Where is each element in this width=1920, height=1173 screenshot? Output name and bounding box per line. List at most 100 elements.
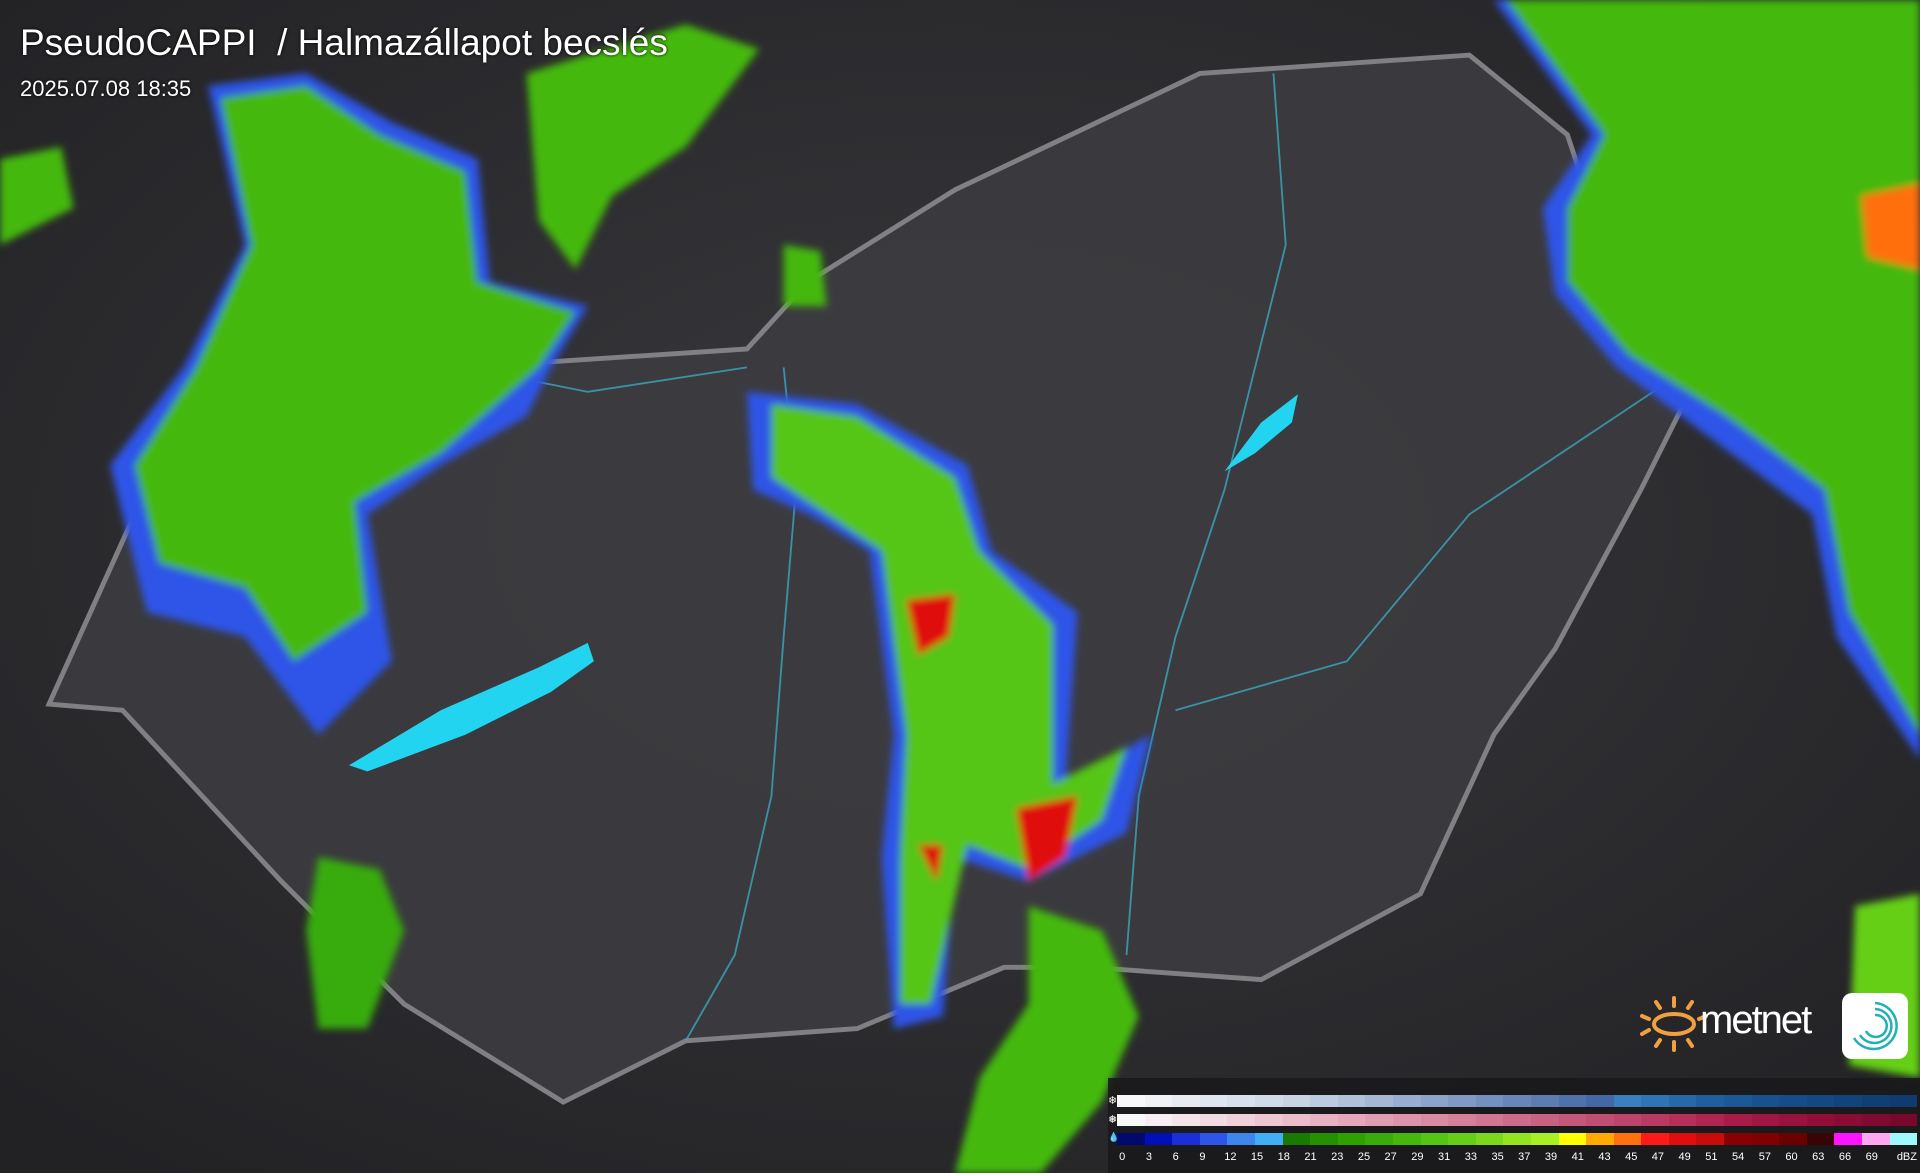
legend-unit: dBZ: [1896, 1151, 1917, 1163]
legend-tick-label: 41: [1571, 1151, 1584, 1163]
legend-swatch: [1172, 1095, 1200, 1107]
legend-tick-label: 25: [1357, 1151, 1371, 1163]
legend-mixed-scale: [1117, 1114, 1918, 1126]
legend-swatch: [1806, 1133, 1835, 1145]
legend-swatch: [1310, 1133, 1338, 1145]
legend-swatch: [1337, 1095, 1366, 1107]
legend-tick-label: 6: [1172, 1151, 1179, 1163]
app-spiral-logo-icon: [1842, 993, 1908, 1059]
legend-swatch: [1337, 1114, 1366, 1126]
legend-swatch: [1199, 1114, 1228, 1126]
legend-swatch: [1420, 1095, 1449, 1107]
legend-swatch: [1117, 1133, 1145, 1145]
legend-swatch: [1392, 1114, 1421, 1126]
legend-swatch: [1641, 1133, 1669, 1145]
legend-swatch: [1641, 1114, 1669, 1126]
legend-swatch: [1613, 1095, 1642, 1107]
legend-swatch: [1310, 1095, 1338, 1107]
legend-swatch: [1779, 1095, 1807, 1107]
map-timestamp: 2025.07.08 18:35: [20, 76, 192, 101]
legend-tick-label: 63: [1812, 1151, 1825, 1163]
legend-tick-label: 33: [1464, 1151, 1477, 1163]
legend-swatch: [1199, 1095, 1228, 1107]
legend-swatch: [1834, 1114, 1863, 1126]
legend-swatch: [1365, 1133, 1393, 1145]
legend-swatch: [1503, 1133, 1531, 1145]
legend-swatch: [1889, 1095, 1918, 1107]
legend-swatch: [1448, 1114, 1476, 1126]
legend-swatch: [1862, 1095, 1890, 1107]
legend-swatch: [1724, 1095, 1752, 1107]
legend-tick-label: 0: [1119, 1151, 1126, 1163]
legend-tick-label: 31: [1438, 1151, 1451, 1163]
legend-swatch: [1834, 1095, 1863, 1107]
legend-swatch: [1862, 1133, 1890, 1145]
legend-swatch: [1420, 1114, 1449, 1126]
legend-tick-label: 66: [1838, 1151, 1852, 1163]
legend-swatch: [1613, 1133, 1642, 1145]
legend-swatch: [1254, 1095, 1283, 1107]
legend-swatch: [1503, 1114, 1531, 1126]
legend-swatch: [1392, 1095, 1421, 1107]
legend-tick-label: 23: [1331, 1151, 1344, 1163]
legend-swatch: [1144, 1095, 1173, 1107]
legend-swatch: [1117, 1095, 1145, 1107]
legend-swatch: [1172, 1133, 1200, 1145]
legend-tick-label: 39: [1544, 1151, 1558, 1163]
legend-swatch: [1724, 1133, 1752, 1145]
legend-swatch: [1530, 1133, 1559, 1145]
legend-swatch: [1889, 1133, 1918, 1145]
legend-swatch: [1641, 1095, 1669, 1107]
legend-swatch: [1586, 1095, 1614, 1107]
legend-swatch: [1558, 1114, 1587, 1126]
metnet-logo-text: metnet: [1700, 998, 1812, 1042]
legend-tick-label: 3: [1145, 1151, 1153, 1163]
legend-tick-label: 29: [1411, 1151, 1424, 1163]
legend-tick-label: 51: [1705, 1151, 1718, 1163]
legend-swatch: [1420, 1133, 1449, 1145]
legend-swatch: [1199, 1133, 1228, 1145]
legend-swatch: [1613, 1114, 1642, 1126]
legend-swatch: [1586, 1133, 1614, 1145]
legend-tick-label: 9: [1199, 1151, 1206, 1163]
legend-swatch: [1117, 1114, 1145, 1126]
legend-tick-label: 18: [1277, 1151, 1290, 1163]
legend-swatch: [1448, 1133, 1476, 1145]
legend-swatch: [1144, 1133, 1173, 1145]
lake-tisza: [1224, 394, 1298, 472]
legend-tick-label: 57: [1758, 1151, 1771, 1163]
sleet-icon: ❅: [1108, 1114, 1118, 1126]
legend-swatch: [1530, 1114, 1559, 1126]
legend-tick-label: 49: [1678, 1151, 1691, 1163]
legend-rain-scale: [1117, 1133, 1918, 1145]
legend-swatch: [1696, 1133, 1725, 1145]
legend-swatch: [1751, 1133, 1780, 1145]
legend-swatch: [1227, 1133, 1255, 1145]
legend-swatch: [1586, 1114, 1614, 1126]
legend-tick-label: 12: [1224, 1151, 1237, 1163]
legend-swatch: [1668, 1114, 1697, 1126]
legend-swatch: [1365, 1095, 1393, 1107]
legend-swatch: [1282, 1095, 1311, 1107]
legend-swatch: [1696, 1114, 1725, 1126]
legend-tick-label: 54: [1731, 1151, 1745, 1163]
legend-swatch: [1751, 1095, 1780, 1107]
legend-swatch: [1392, 1133, 1421, 1145]
legend-swatch: [1282, 1133, 1311, 1145]
dbz-legend: ❄ ❅ 💧 0 3 6 9 12 15 18 21 23 25 27 29 31 33 35 37 39 41 43…: [1108, 1078, 1920, 1173]
legend-swatch: [1503, 1095, 1531, 1107]
legend-swatch: [1724, 1114, 1752, 1126]
legend-swatch: [1530, 1095, 1559, 1107]
legend-swatch: [1475, 1133, 1504, 1145]
legend-swatch: [1227, 1114, 1255, 1126]
legend-swatch: [1337, 1133, 1366, 1145]
legend-swatch: [1282, 1114, 1311, 1126]
legend-swatch: [1172, 1114, 1200, 1126]
legend-tick-label: 69: [1865, 1151, 1878, 1163]
legend-swatch: [1862, 1114, 1890, 1126]
legend-swatch: [1834, 1133, 1863, 1145]
raindrop-icon: 💧: [1108, 1132, 1120, 1142]
legend-swatch: [1254, 1133, 1283, 1145]
